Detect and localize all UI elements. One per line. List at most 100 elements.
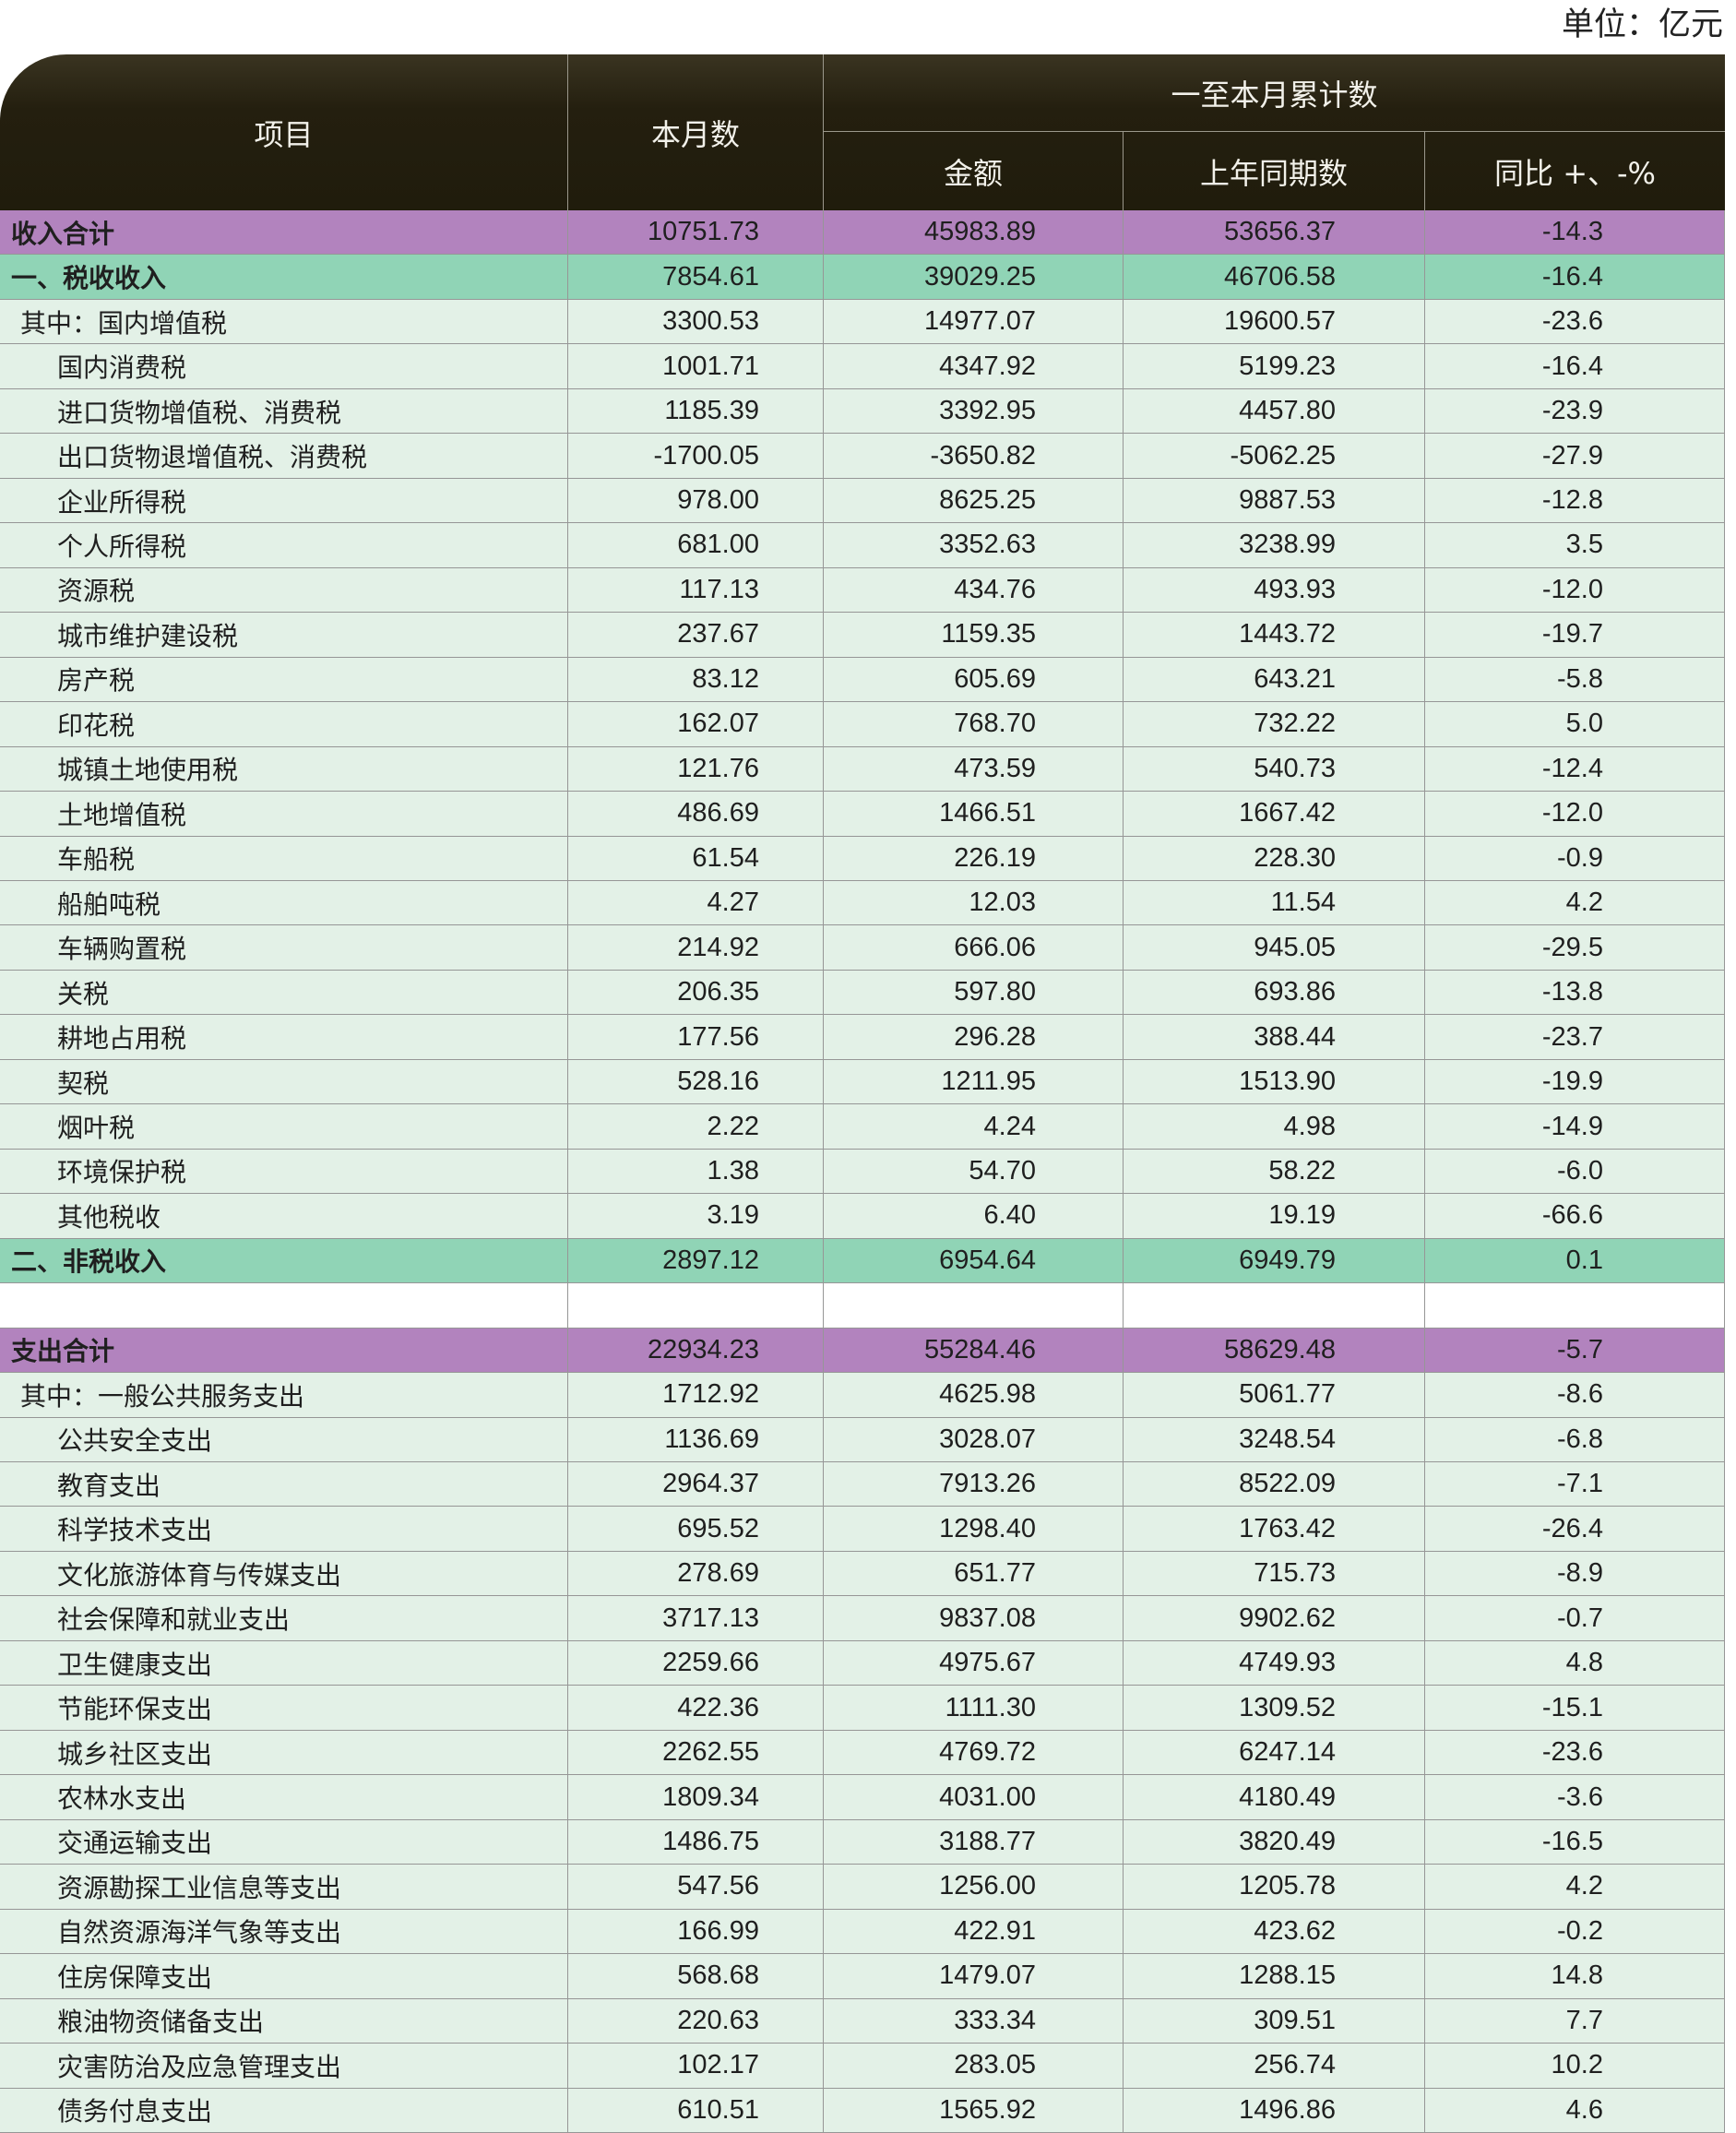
table-row: 其他税收 3.19 6.40 19.19 -66.6 <box>0 1194 1725 1239</box>
yoy-change-cell: -6.0 <box>1424 1149 1725 1194</box>
prev-year-amount-cell: 643.21 <box>1123 657 1424 702</box>
table-row: 印花税 162.07 768.70 732.22 5.0 <box>0 702 1725 747</box>
yoy-change-cell: -6.8 <box>1424 1417 1725 1462</box>
month-value-cell: 1809.34 <box>567 1775 823 1819</box>
row-label: 车辆购置税 <box>57 934 187 965</box>
cumulative-amount-cell: 54.70 <box>823 1149 1123 1194</box>
prev-year-amount-cell: 58.22 <box>1123 1149 1424 1194</box>
header-cumulative: 一至本月累计数 <box>823 54 1725 132</box>
cumulative-amount-cell: 3392.95 <box>823 388 1123 434</box>
yoy-change-cell: -14.3 <box>1424 210 1725 255</box>
row-label: 资源税 <box>57 576 136 607</box>
yoy-change-cell: -23.7 <box>1424 1015 1725 1059</box>
cumulative-amount-cell: 1256.00 <box>823 1865 1123 1909</box>
cumulative-amount-cell: 296.28 <box>823 1015 1123 1059</box>
prev-year-amount-cell: 540.73 <box>1123 746 1424 792</box>
cumulative-amount-cell: 45983.89 <box>823 210 1123 255</box>
cumulative-amount-cell: 1565.92 <box>823 2088 1123 2132</box>
prev-year-amount-cell: 1288.15 <box>1123 1954 1424 1998</box>
table-row: 土地增值税 486.69 1466.51 1667.42 -12.0 <box>0 792 1725 837</box>
cumulative-amount-cell: 4769.72 <box>823 1730 1123 1775</box>
row-label: 耕地占用税 <box>57 1023 187 1055</box>
row-label: 城镇土地使用税 <box>57 755 239 786</box>
yoy-change-cell: -12.8 <box>1424 478 1725 523</box>
yoy-change-cell: -16.4 <box>1424 344 1725 388</box>
month-value-cell: 121.76 <box>567 746 823 792</box>
cumulative-amount-cell: 4031.00 <box>823 1775 1123 1819</box>
cumulative-amount-cell: 6.40 <box>823 1194 1123 1238</box>
month-value-cell: 422.36 <box>567 1686 823 1730</box>
cumulative-amount-cell: 8625.25 <box>823 478 1123 523</box>
prev-year-amount-cell: 4457.80 <box>1123 388 1424 434</box>
row-label: 其他税收 <box>57 1201 161 1233</box>
table-row: 社会保障和就业支出 3717.13 9837.08 9902.62 -0.7 <box>0 1596 1725 1641</box>
prev-year-amount-cell: 4749.93 <box>1123 1640 1424 1686</box>
row-label: 其中：一般公共服务支出 <box>20 1380 305 1412</box>
table-row: 灾害防治及应急管理支出 102.17 283.05 256.74 10.2 <box>0 2044 1725 2089</box>
cumulative-amount-cell: 666.06 <box>823 925 1123 970</box>
header-yoy: 同比 +、-% <box>1424 132 1725 210</box>
row-label: 社会保障和就业支出 <box>57 1604 291 1636</box>
month-value-cell: 681.00 <box>567 523 823 567</box>
table-row: 出口货物退增值税、消费税 -1700.05 -3650.82 -5062.25 -27.… <box>0 434 1725 479</box>
prev-year-amount-cell: 8522.09 <box>1123 1462 1424 1507</box>
cumulative-amount-cell: 597.80 <box>823 970 1123 1015</box>
table-row: 公共安全支出 1136.69 3028.07 3248.54 -6.8 <box>0 1417 1725 1463</box>
yoy-change-cell: -29.5 <box>1424 925 1725 970</box>
cumulative-amount-cell: 1111.30 <box>823 1686 1123 1730</box>
prev-year-amount-cell: 6247.14 <box>1123 1730 1424 1775</box>
table-row: 个人所得税 681.00 3352.63 3238.99 3.5 <box>0 523 1725 568</box>
cumulative-amount-cell: 651.77 <box>823 1551 1123 1596</box>
prev-year-amount-cell: 4.98 <box>1123 1104 1424 1149</box>
month-value-cell: 547.56 <box>567 1865 823 1909</box>
yoy-change-cell: -8.6 <box>1424 1373 1725 1417</box>
month-value-cell: 220.63 <box>567 1998 823 2044</box>
yoy-change-cell: 7.7 <box>1424 1998 1725 2044</box>
yoy-change-cell: -7.1 <box>1424 1462 1725 1507</box>
prev-year-amount-cell: 1513.90 <box>1123 1059 1424 1104</box>
cumulative-amount-cell <box>823 1283 1123 1328</box>
month-value-cell: 162.07 <box>567 702 823 746</box>
cumulative-amount-cell: 1298.40 <box>823 1507 1123 1551</box>
yoy-change-cell: -14.9 <box>1424 1104 1725 1149</box>
row-label: 烟叶税 <box>57 1113 136 1144</box>
prev-year-amount-cell: -5062.25 <box>1123 434 1424 478</box>
month-value-cell: 978.00 <box>567 478 823 523</box>
table-row: 城乡社区支出 2262.55 4769.72 6247.14 -23.6 <box>0 1730 1725 1776</box>
row-label: 环境保护税 <box>57 1157 187 1188</box>
cumulative-amount-cell: 283.05 <box>823 2044 1123 2088</box>
yoy-change-cell: -0.9 <box>1424 836 1725 880</box>
prev-year-amount-cell: 945.05 <box>1123 925 1424 970</box>
table-row: 烟叶税 2.22 4.24 4.98 -14.9 <box>0 1104 1725 1150</box>
cumulative-amount-cell: 333.34 <box>823 1998 1123 2044</box>
table-row: 进口货物增值税、消费税 1185.39 3392.95 4457.80 -23.9 <box>0 388 1725 435</box>
row-label: 灾害防治及应急管理支出 <box>57 2051 342 2082</box>
yoy-change-cell <box>1424 1283 1725 1328</box>
table-row: 国内消费税 1001.71 4347.92 5199.23 -16.4 <box>0 344 1725 389</box>
cumulative-amount-cell: 4.24 <box>823 1104 1123 1149</box>
table-row: 其中：国内增值税 3300.53 14977.07 19600.57 -23.6 <box>0 299 1725 345</box>
prev-year-amount-cell: 6949.79 <box>1123 1238 1424 1283</box>
yoy-change-cell: -16.5 <box>1424 1819 1725 1865</box>
cumulative-amount-cell: 7913.26 <box>823 1462 1123 1507</box>
table-body: 收入合计 10751.73 45983.89 53656.37 -14.3 一、税收收入 7… <box>0 210 1725 2133</box>
prev-year-amount-cell: 3238.99 <box>1123 523 1424 567</box>
row-label: 印花税 <box>57 709 136 741</box>
yoy-change-cell: -12.0 <box>1424 567 1725 613</box>
row-label: 债务付息支出 <box>57 2096 213 2127</box>
prev-year-amount-cell: 732.22 <box>1123 702 1424 746</box>
cumulative-amount-cell: 768.70 <box>823 702 1123 746</box>
cumulative-amount-cell: 4625.98 <box>823 1373 1123 1417</box>
row-label: 二、非税收入 <box>11 1246 167 1278</box>
month-value-cell: 278.69 <box>567 1551 823 1596</box>
month-value-cell: 2964.37 <box>567 1462 823 1507</box>
prev-year-amount-cell: 53656.37 <box>1123 210 1424 255</box>
yoy-change-cell: -13.8 <box>1424 970 1725 1015</box>
cumulative-amount-cell: 4347.92 <box>823 344 1123 388</box>
row-label: 科学技术支出 <box>57 1515 213 1546</box>
table-row: 船舶吨税 4.27 12.03 11.54 4.2 <box>0 880 1725 926</box>
row-label <box>0 1283 567 1327</box>
month-value-cell: 214.92 <box>567 925 823 970</box>
prev-year-amount-cell: 1205.78 <box>1123 1865 1424 1909</box>
yoy-change-cell: -16.4 <box>1424 255 1725 299</box>
